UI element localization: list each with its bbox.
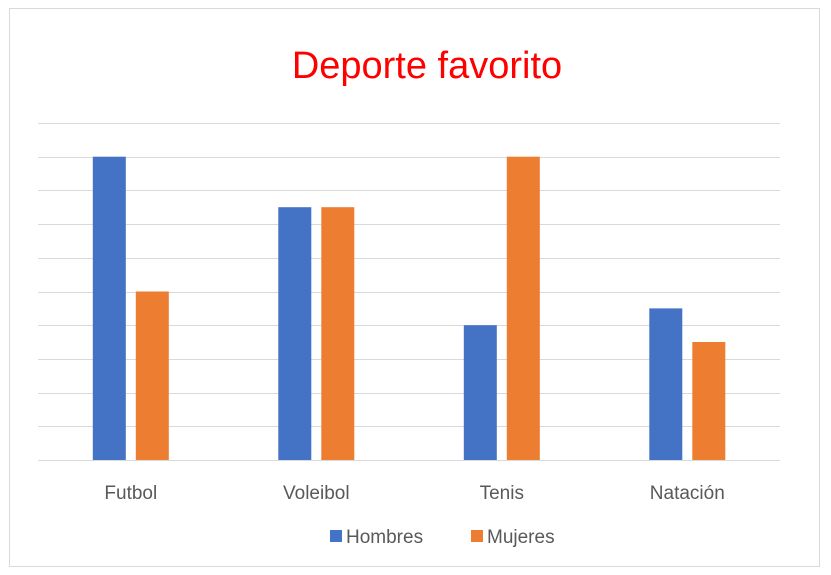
bar-hombres-tenis	[463, 325, 497, 460]
bar-hombres-natación	[649, 308, 683, 460]
chart-frame	[9, 8, 820, 567]
x-tick-label: Tenis	[480, 483, 524, 504]
legend-label-mujeres: Mujeres	[487, 527, 555, 548]
bar-mujeres-tenis	[506, 156, 540, 460]
legend-swatch-hombres	[330, 530, 342, 542]
x-tick-label: Natación	[650, 483, 725, 504]
bar-mujeres-futbol	[135, 291, 169, 460]
bar-mujeres-natación	[692, 342, 726, 460]
legend-swatch-mujeres	[471, 530, 483, 542]
x-tick-label: Futbol	[104, 483, 157, 504]
bars	[92, 156, 726, 460]
legend-label-hombres: Hombres	[346, 527, 423, 548]
x-tick-labels: Futbol Voleibol Tenis Natación	[104, 483, 724, 504]
x-tick-label: Voleibol	[283, 483, 350, 504]
bar-hombres-voleibol	[278, 207, 312, 460]
bar-mujeres-voleibol	[321, 207, 355, 460]
legend: Hombres Mujeres	[330, 527, 555, 548]
chart-title: Deporte favorito	[292, 45, 562, 87]
bar-hombres-futbol	[92, 156, 126, 460]
